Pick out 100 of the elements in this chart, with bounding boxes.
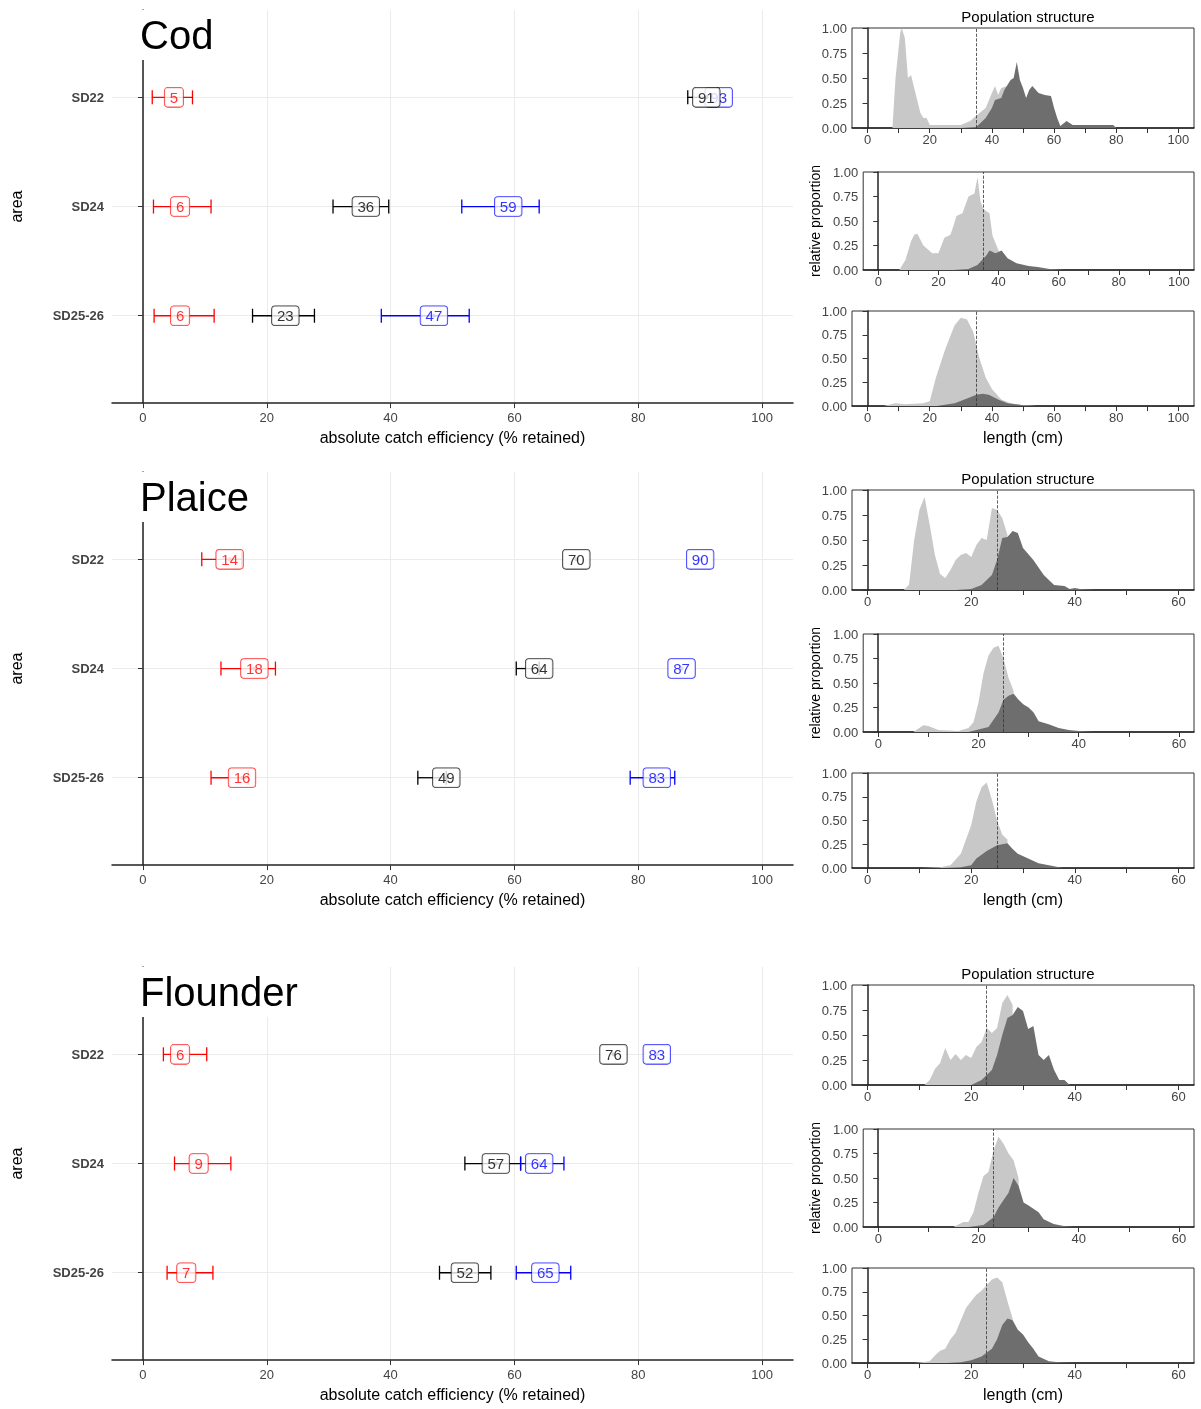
y-tick-label: 0.25 [821, 95, 847, 111]
chart-title: Population structure [961, 470, 1095, 487]
data-label: 83 [648, 1045, 666, 1063]
y-tick-label: 0.25 [821, 374, 847, 390]
y-tick-label: 1.00 [821, 20, 847, 36]
y-tick-label: 0.50 [832, 675, 859, 691]
x-tick-label: 20 [963, 872, 979, 888]
x-tick-label: 60 [1171, 1231, 1187, 1246]
x-tick-label: 20 [259, 410, 275, 426]
y-tick-label: 0.75 [832, 1146, 859, 1161]
y-tick-label: 0.25 [832, 1195, 859, 1210]
x-tick-label: 60 [1171, 872, 1186, 888]
y-tick-label: 0.50 [821, 1308, 847, 1324]
x-tick-label: 40 [1071, 1231, 1086, 1246]
y-tick-label: 0.75 [832, 189, 859, 204]
x-tick-label: 0 [139, 1367, 147, 1383]
y-tick-label: 0.00 [821, 582, 847, 598]
y-tick-label: 0.50 [821, 70, 847, 86]
x-tick-label: 20 [963, 1089, 979, 1104]
data-label: 52 [456, 1264, 474, 1282]
x-tick-label: 80 [630, 872, 646, 888]
y-tick-label: 0.50 [832, 1170, 859, 1186]
data-label: 49 [437, 769, 455, 787]
x-tick-label: 100 [1167, 410, 1190, 426]
chart-title: Population structure [961, 965, 1095, 982]
x-tick-label: 100 [1167, 132, 1190, 147]
x-axis-title: length (cm) [982, 1385, 1064, 1403]
x-axis-title: absolute catch efficiency (% retained) [319, 890, 586, 908]
data-label: 59 [499, 198, 517, 216]
y-axis-title: relative proportion [807, 164, 823, 278]
y-tick-label: 1.00 [832, 164, 859, 180]
y-axis-title: area [7, 652, 25, 685]
y-tick-label: 0.00 [821, 1355, 847, 1371]
data-label: 87 [673, 660, 690, 678]
y-axis-title: relative proportion [807, 626, 823, 740]
y-axis-title: area [7, 190, 25, 223]
x-tick-label: 60 [1171, 1367, 1186, 1383]
x-tick-label: 40 [984, 410, 1000, 426]
y-tick-label: 1.00 [821, 303, 847, 319]
x-tick-label: 60 [507, 872, 522, 888]
x-axis-title: absolute catch efficiency (% retained) [319, 428, 586, 446]
x-axis-title: absolute catch efficiency (% retained) [319, 1385, 586, 1403]
y-tick-label: 1.00 [821, 765, 847, 781]
x-tick-label: 40 [383, 410, 398, 426]
y-tick-label: SD22 [71, 1046, 104, 1062]
x-tick-label: 60 [1171, 594, 1186, 609]
data-label: 70 [567, 550, 585, 568]
x-tick-label: 0 [863, 1089, 872, 1104]
x-tick-label: 0 [863, 872, 872, 888]
data-label: 14 [221, 550, 238, 568]
x-tick-label: 80 [630, 410, 646, 426]
chart-title: Population structure [961, 8, 1095, 25]
x-tick-label: 20 [931, 274, 946, 289]
x-tick-label: 100 [751, 410, 773, 426]
x-tick-label: 60 [507, 1367, 522, 1383]
data-label: 65 [537, 1264, 554, 1282]
x-tick-label: 40 [1067, 872, 1083, 888]
x-tick-label: 0 [874, 736, 882, 751]
data-label: 36 [357, 198, 375, 216]
x-tick-label: 100 [751, 1367, 773, 1383]
y-axis-title: relative proportion [807, 1121, 823, 1235]
x-tick-label: 40 [383, 872, 398, 888]
x-tick-label: 20 [922, 132, 937, 147]
data-label: 6 [175, 198, 185, 216]
x-tick-label: 80 [1111, 274, 1127, 289]
x-tick-label: 20 [922, 410, 937, 426]
x-tick-label: 20 [963, 594, 979, 609]
x-tick-label: 60 [1171, 736, 1187, 751]
y-tick-label: 0.75 [821, 789, 847, 805]
data-label: 6 [175, 1045, 185, 1063]
x-tick-label: 100 [1168, 274, 1190, 289]
y-tick-label: 1.00 [821, 977, 847, 993]
x-tick-label: 0 [863, 132, 872, 147]
data-label: 83 [648, 769, 666, 787]
x-axis-title: length (cm) [982, 890, 1064, 908]
y-tick-label: 0.00 [821, 860, 847, 876]
x-tick-label: 40 [383, 1367, 398, 1383]
x-tick-label: 100 [751, 872, 773, 888]
x-tick-label: 40 [1067, 1089, 1083, 1104]
y-tick-label: 0.25 [821, 1052, 847, 1068]
x-tick-label: 40 [1067, 594, 1083, 609]
x-tick-label: 60 [1051, 274, 1066, 289]
y-tick-label: 0.25 [821, 557, 847, 573]
data-label: 47 [425, 307, 443, 325]
x-tick-label: 0 [139, 872, 147, 888]
x-tick-label: 60 [507, 410, 522, 426]
y-tick-label: 0.75 [821, 1002, 847, 1018]
x-tick-label: 0 [139, 410, 147, 426]
data-label: 64 [530, 1155, 548, 1173]
x-tick-label: 40 [1067, 1367, 1083, 1383]
y-tick-label: 1.00 [821, 1260, 847, 1276]
data-label: 76 [605, 1045, 622, 1063]
x-tick-label: 0 [863, 1367, 872, 1383]
y-tick-label: SD22 [71, 89, 104, 105]
x-tick-label: 20 [971, 736, 986, 751]
x-axis-title: length (cm) [982, 428, 1064, 446]
chart-title: Flounder [140, 970, 298, 1014]
y-tick-label: 0.75 [821, 507, 847, 523]
y-tick-label: SD24 [71, 661, 105, 677]
y-tick-label: 0.50 [821, 532, 847, 548]
